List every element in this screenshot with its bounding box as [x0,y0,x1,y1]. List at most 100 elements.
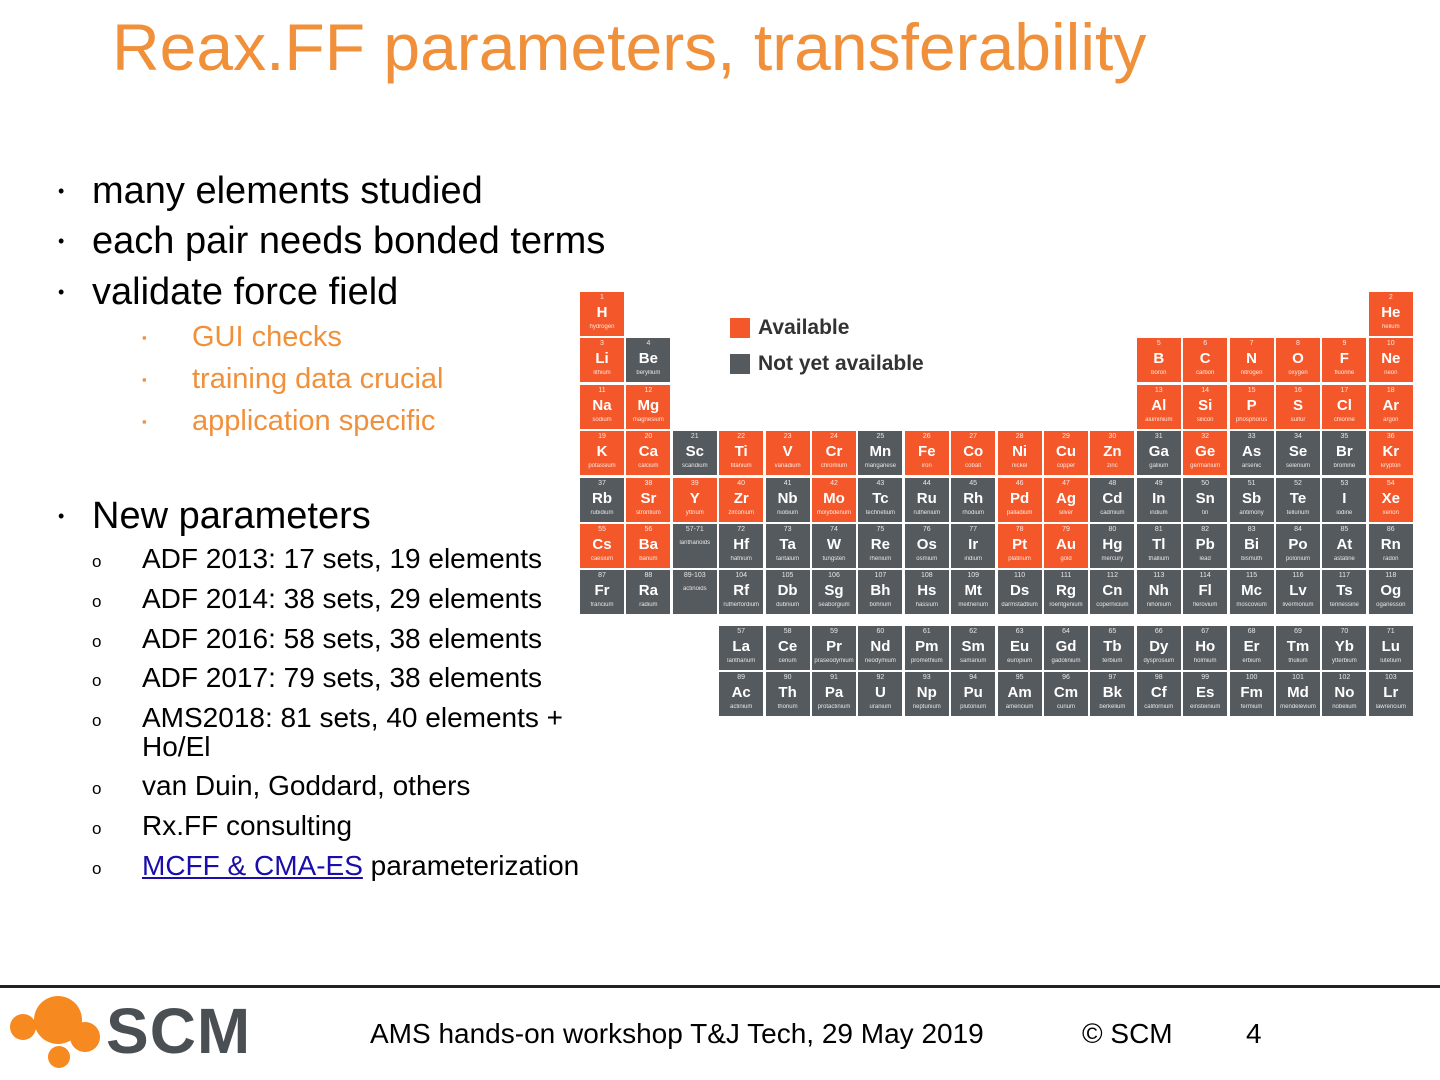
element-name: astatine [1333,556,1355,562]
atomic-number: 9 [1342,340,1347,348]
element-symbol: Mg [637,396,660,414]
element-name: palladium [1006,509,1033,516]
bullet-marker: o [92,671,102,690]
atomic-number: 34 [1294,433,1302,441]
atomic-number: 116 [1292,572,1304,580]
bullet-marker: o [92,779,102,798]
element-name: francium [590,602,614,609]
element-name: erbium [1242,657,1261,664]
element-symbol: Cd [1102,489,1123,507]
element-name: ytterbium [1332,657,1357,664]
element-name: roentgenium [1049,602,1083,609]
element-nh: 113 Nh nihonium [1136,570,1181,615]
element-symbol: Cl [1336,396,1352,414]
element-name: rhodium [962,509,985,516]
element-am: 95 Am americium [997,672,1042,717]
element-name: neptunium [912,704,941,711]
element-symbol: Og [1380,582,1402,600]
element-symbol: Rh [963,489,984,507]
element-cf: 98 Cf californium [1136,672,1181,717]
atomic-number: 30 [1108,433,1117,441]
element-name: indium [1149,509,1168,516]
atomic-number: 11 [598,386,606,394]
atomic-number: 10 [1386,340,1395,348]
atomic-number: 86 [1386,526,1395,533]
atomic-number: 64 [1062,627,1070,635]
element-symbol: F [1339,350,1349,368]
element-ba: 56 Ba barium [626,524,671,568]
atomic-number: 50 [1201,479,1210,487]
element-symbol: Ti [734,443,748,461]
element-hs: 108 Hs hassium [904,570,949,615]
element-symbol: Xe [1381,489,1400,507]
element-symbol: Tc [872,489,889,507]
element-name: aluminium [1145,416,1173,423]
atomic-number: 39 [690,479,699,487]
atomic-number: 66 [1154,627,1163,635]
bullet-marker: ▪ [142,330,147,345]
element-symbol: W [826,536,842,553]
atomic-number: 15 [1247,386,1256,394]
atomic-number: 75 [876,526,885,533]
element-symbol: Ir [968,536,979,553]
element-name: protactinium [817,704,851,711]
legend-available-label: Available [758,316,850,339]
element-sr: 38 Sr strontium [626,477,671,522]
element-cu: 29 Cu copper [1044,431,1088,476]
atomic-number: 68 [1247,627,1256,635]
element-name: plutonium [960,704,987,711]
atomic-number: 53 [1340,479,1349,487]
bullet-marker: • [58,181,65,201]
element-symbol: Gd [1055,637,1077,655]
atomic-number: 72 [737,526,746,533]
element-symbol: At [1336,536,1353,553]
parameterization-item: MCFF & CMA-ES parameterization [142,852,579,880]
element-symbol: Sc [685,443,704,461]
atomic-number: 26 [922,433,931,441]
element-name: radon [1383,556,1399,562]
atomic-number: 93 [922,674,931,682]
element-pm: 61 Pm promethium [904,625,949,670]
element-zr: 40 Zr zirconium [719,477,764,522]
element-symbol: Ac [731,684,751,702]
element-name: lead [1199,556,1211,562]
element-cd: 48 Cd cadmium [1090,477,1135,522]
element-name: thorium [777,704,798,711]
element-symbol: S [1292,396,1303,414]
element-tl: 81 Tl thallium [1136,524,1181,568]
element-name: silicon [1196,416,1214,423]
element-name: dubnium [776,602,800,609]
element-name: thallium [1148,556,1170,562]
element-symbol: Pd [1010,489,1030,507]
element-symbol: Ba [638,536,658,553]
element-symbol: Yb [1334,637,1354,655]
element-es: 99 Es einsteinium [1183,672,1228,717]
element-ga: 31 Ga gallium [1136,431,1181,476]
element-cm: 96 Cm curium [1044,672,1088,717]
scm-logo: SCM [8,992,250,1074]
bullet-marker: o [92,711,102,730]
element-name: selenium [1285,463,1310,470]
atomic-number: 70 [1340,627,1349,635]
element-fr: 87 Fr francium [580,570,624,615]
element-name: titanium [730,463,752,470]
element-symbol: Np [916,684,937,702]
mcff-cma-es-link[interactable]: MCFF & CMA-ES [142,850,363,881]
element-name: lithium [593,370,611,377]
atomic-number: 28 [1015,433,1024,441]
element-symbol: Pr [826,637,842,655]
atomic-number: 83 [1247,526,1256,533]
element-name: bromine [1333,463,1356,470]
atomic-number: 17 [1340,386,1349,394]
atomic-number: 4 [646,340,651,348]
element-symbol: Y [689,489,700,507]
element-name: scandium [681,463,708,470]
element-name: sulfur [1290,416,1306,423]
element-name: dysprosium [1143,657,1175,664]
atomic-number: 31 [1154,433,1163,441]
atomic-number: 80 [1108,526,1117,533]
atomic-number: 13 [1154,386,1163,394]
